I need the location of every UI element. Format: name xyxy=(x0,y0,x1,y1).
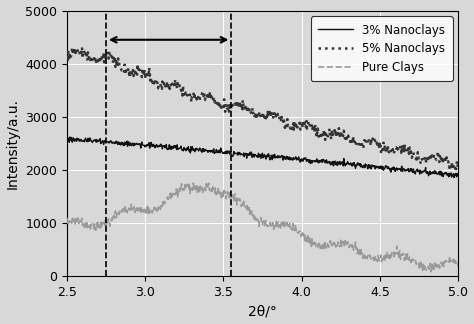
Line: 3% Nanoclays: 3% Nanoclays xyxy=(67,137,458,178)
Pure Clays xyxy=(292,228,298,232)
5% Nanoclays xyxy=(362,138,367,142)
3% Nanoclays xyxy=(401,167,407,171)
5% Nanoclays xyxy=(401,142,407,146)
X-axis label: 2θ/°: 2θ/° xyxy=(248,305,277,318)
Pure Clays xyxy=(191,181,196,185)
Pure Clays xyxy=(401,259,407,262)
5% Nanoclays xyxy=(302,123,308,127)
5% Nanoclays xyxy=(292,125,298,129)
3% Nanoclays xyxy=(64,135,70,139)
Line: 5% Nanoclays: 5% Nanoclays xyxy=(67,47,458,170)
Y-axis label: Intensity/a.u.: Intensity/a.u. xyxy=(6,98,19,189)
3% Nanoclays xyxy=(313,158,319,162)
Pure Clays xyxy=(314,244,319,248)
3% Nanoclays xyxy=(451,176,457,179)
Line: Pure Clays: Pure Clays xyxy=(67,183,458,272)
Pure Clays xyxy=(64,216,70,220)
3% Nanoclays xyxy=(292,157,297,161)
3% Nanoclays xyxy=(88,138,94,142)
5% Nanoclays xyxy=(79,45,85,49)
3% Nanoclays xyxy=(456,174,461,178)
5% Nanoclays xyxy=(64,56,70,60)
5% Nanoclays xyxy=(456,168,461,172)
Pure Clays xyxy=(302,233,308,237)
5% Nanoclays xyxy=(89,54,94,58)
3% Nanoclays xyxy=(361,163,367,167)
Pure Clays xyxy=(428,270,434,274)
5% Nanoclays xyxy=(314,128,319,132)
3% Nanoclays xyxy=(301,157,307,161)
Pure Clays xyxy=(362,253,367,257)
Legend: 3% Nanoclays, 5% Nanoclays, Pure Clays: 3% Nanoclays, 5% Nanoclays, Pure Clays xyxy=(310,17,453,81)
Pure Clays xyxy=(88,224,94,228)
Pure Clays xyxy=(456,258,461,261)
